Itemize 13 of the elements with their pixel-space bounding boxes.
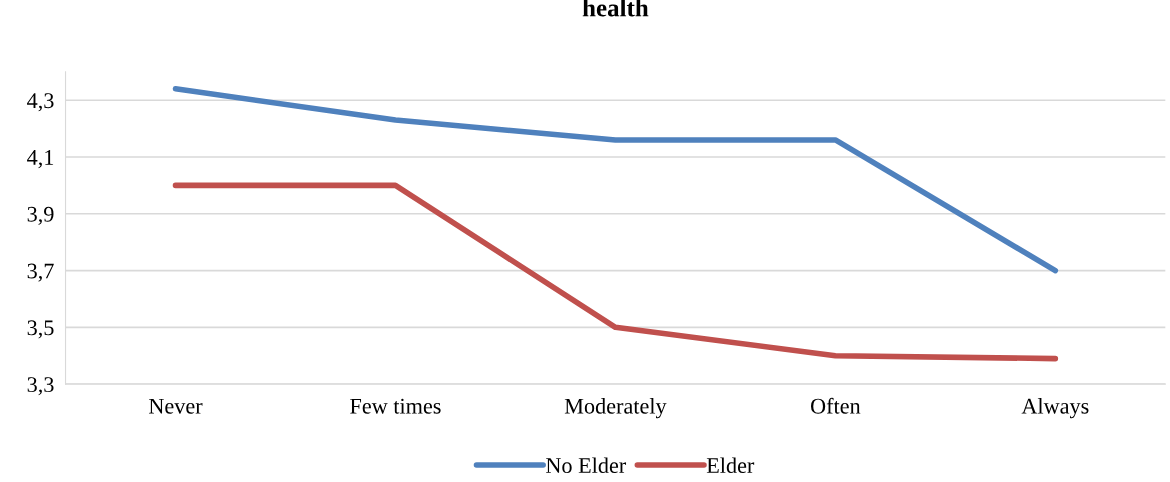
x-tick-label: Moderately [564, 398, 667, 419]
y-tick-label: 3,9 [27, 206, 54, 225]
x-tick-label: Never [148, 398, 203, 414]
legend-label: No Elder [546, 457, 627, 474]
x-tick-label: Always [1021, 398, 1089, 419]
legend-label: Elder [706, 457, 755, 474]
y-tick-label: 3,5 [27, 320, 54, 339]
x-tick-label: Few times [350, 398, 441, 414]
y-tick-label: 4,1 [27, 150, 54, 169]
y-tick-label: 3,7 [27, 263, 54, 282]
x-tick-label: Often [810, 397, 861, 414]
y-tick-label: 4,3 [27, 93, 54, 112]
y-tick-label: 3,3 [27, 377, 54, 396]
